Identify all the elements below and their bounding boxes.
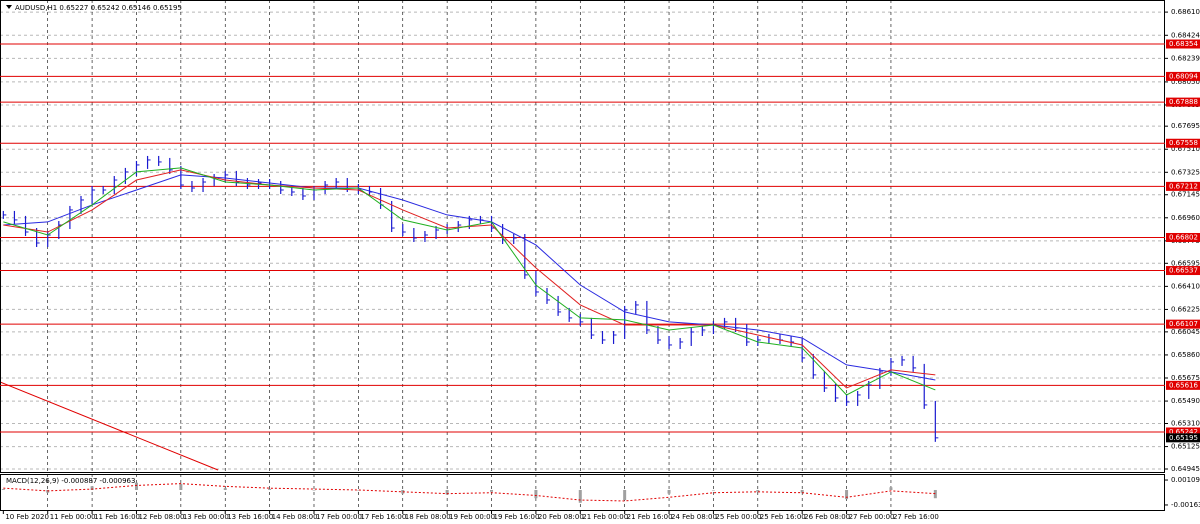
y-tick-label: 0.68050 — [1171, 78, 1200, 86]
macd-histogram-bar — [667, 489, 671, 494]
symbol-menu-arrow[interactable] — [6, 5, 12, 9]
x-tick-label: 24 Feb 08:00 — [671, 513, 717, 521]
macd-histogram-bar — [312, 489, 316, 491]
x-tick-label: 21 Feb 00:00 — [582, 513, 628, 521]
x-tick-label: 17 Feb 16:00 — [360, 513, 406, 521]
macd-histogram-bar — [711, 489, 715, 491]
y-tick-label: 0.65860 — [1171, 351, 1200, 359]
macd-histogram-bar — [623, 489, 627, 501]
y-tick-label: 0.67145 — [1171, 191, 1200, 199]
y-tick-label: 0.66595 — [1171, 259, 1200, 267]
price-level-label: 0.65616 — [1169, 381, 1198, 389]
y-tick-label: 0.66225 — [1171, 305, 1200, 313]
macd-title: MACD(12,26,9) -0.000887 -0.000963 — [6, 477, 135, 485]
y-tick-label: 0.65125 — [1171, 443, 1200, 451]
y-tick-label: 0.66410 — [1171, 282, 1200, 290]
x-tick-label: 21 Feb 16:00 — [627, 513, 673, 521]
main-panel-border — [0, 0, 1165, 473]
macd-histogram-bar — [179, 483, 183, 490]
y-tick-label: 0.68239 — [1171, 54, 1200, 62]
y-tick-label: 0.68610 — [1171, 8, 1200, 16]
x-tick-label: 20 Feb 08:00 — [538, 513, 584, 521]
price-level-tag — [1166, 380, 1200, 390]
x-tick-label: 18 Feb 08:00 — [405, 513, 451, 521]
moving-average-line — [3, 169, 936, 389]
moving-average-line — [3, 174, 936, 381]
x-tick-label: 19 Feb 00:00 — [449, 513, 495, 521]
macd-histogram-bar — [445, 489, 449, 495]
x-tick-label: 12 Feb 08:00 — [138, 513, 184, 521]
price-level-label: 0.65242 — [1169, 428, 1198, 436]
macd-histogram-bar — [800, 489, 804, 493]
macd-histogram-bar — [756, 489, 760, 492]
price-level-label: 0.68354 — [1169, 40, 1198, 48]
price-level-label: 0.66107 — [1169, 320, 1198, 328]
y-tick-label: 0.67325 — [1171, 168, 1200, 176]
y-tick-label: 0.66045 — [1171, 328, 1200, 336]
price-level-label: 0.68094 — [1169, 72, 1198, 80]
x-tick-label: 17 Feb 00:00 — [316, 513, 362, 521]
y-tick-label: 0.68424 — [1171, 31, 1200, 39]
x-tick-label: 26 Feb 08:00 — [804, 513, 850, 521]
moving-average-line — [3, 167, 936, 396]
macd-histogram-bar — [845, 489, 849, 500]
y-tick-label: 0.67510 — [1171, 145, 1200, 153]
y-tick-label: 0.65310 — [1171, 420, 1200, 428]
x-tick-label: 27 Feb 16:00 — [893, 513, 939, 521]
y-tick-label: 0.00109 — [1171, 476, 1200, 484]
macd-histogram-bar — [268, 489, 272, 490]
x-tick-label: 14 Feb 08:00 — [272, 513, 318, 521]
current-price-tag — [1166, 433, 1200, 443]
macd-histogram-bar — [490, 489, 494, 492]
macd-histogram-bar — [134, 482, 138, 490]
macd-histogram-bar — [534, 489, 538, 499]
y-tick-label: 0.64945 — [1171, 465, 1200, 473]
macd-histogram-bar — [401, 489, 405, 494]
macd-panel-border — [0, 474, 1165, 511]
price-level-label: 0.67558 — [1169, 139, 1198, 147]
macd-histogram-bar — [578, 489, 582, 503]
y-tick-label: 0.65675 — [1171, 374, 1200, 382]
x-tick-label: 25 Feb 00:00 — [715, 513, 761, 521]
x-tick-label: 27 Feb 00:00 — [849, 513, 895, 521]
price-level-tag — [1166, 232, 1200, 242]
macd-histogram-bar — [223, 488, 227, 490]
y-tick-label: 0.67695 — [1171, 122, 1200, 130]
price-level-tag — [1166, 97, 1200, 107]
x-tick-label: 11 Feb 16:00 — [94, 513, 140, 521]
price-level-tag — [1166, 181, 1200, 191]
x-tick-label: 13 Feb 00:00 — [183, 513, 229, 521]
price-level-label: 0.67888 — [1169, 98, 1198, 106]
x-tick-label: 13 Feb 16:00 — [227, 513, 273, 521]
current-price-label: 0.65195 — [1169, 434, 1198, 442]
macd-histogram-bar — [889, 487, 893, 490]
macd-histogram-bar — [90, 486, 94, 490]
price-level-tag — [1166, 39, 1200, 49]
macd-histogram-bar — [1, 489, 5, 490]
x-tick-label: 10 Feb 2020 — [5, 513, 49, 521]
y-tick-label: 0.65490 — [1171, 397, 1200, 405]
price-level-tag — [1166, 266, 1200, 276]
y-tick-label: -0.001639 — [1171, 501, 1200, 509]
price-level-tag — [1166, 427, 1200, 437]
x-tick-label: 25 Feb 16:00 — [760, 513, 806, 521]
x-tick-label: 11 Feb 00:00 — [50, 513, 96, 521]
x-tick-label: 19 Feb 16:00 — [494, 513, 540, 521]
macd-histogram-bar — [933, 489, 937, 499]
macd-histogram-bar — [356, 489, 360, 491]
price-level-label: 0.67212 — [1169, 182, 1198, 190]
price-level-tag — [1166, 71, 1200, 81]
price-level-tag — [1166, 138, 1200, 148]
macd-signal-line — [3, 483, 936, 502]
y-tick-label: 0.66960 — [1171, 214, 1200, 222]
chart-title: AUDUSD,H1 0.65227 0.65242 0.65146 0.6519… — [15, 4, 182, 12]
price-level-label: 0.66537 — [1169, 267, 1198, 275]
price-level-label: 0.66802 — [1169, 233, 1198, 241]
price-level-tag — [1166, 319, 1200, 329]
trend-line — [0, 381, 219, 471]
